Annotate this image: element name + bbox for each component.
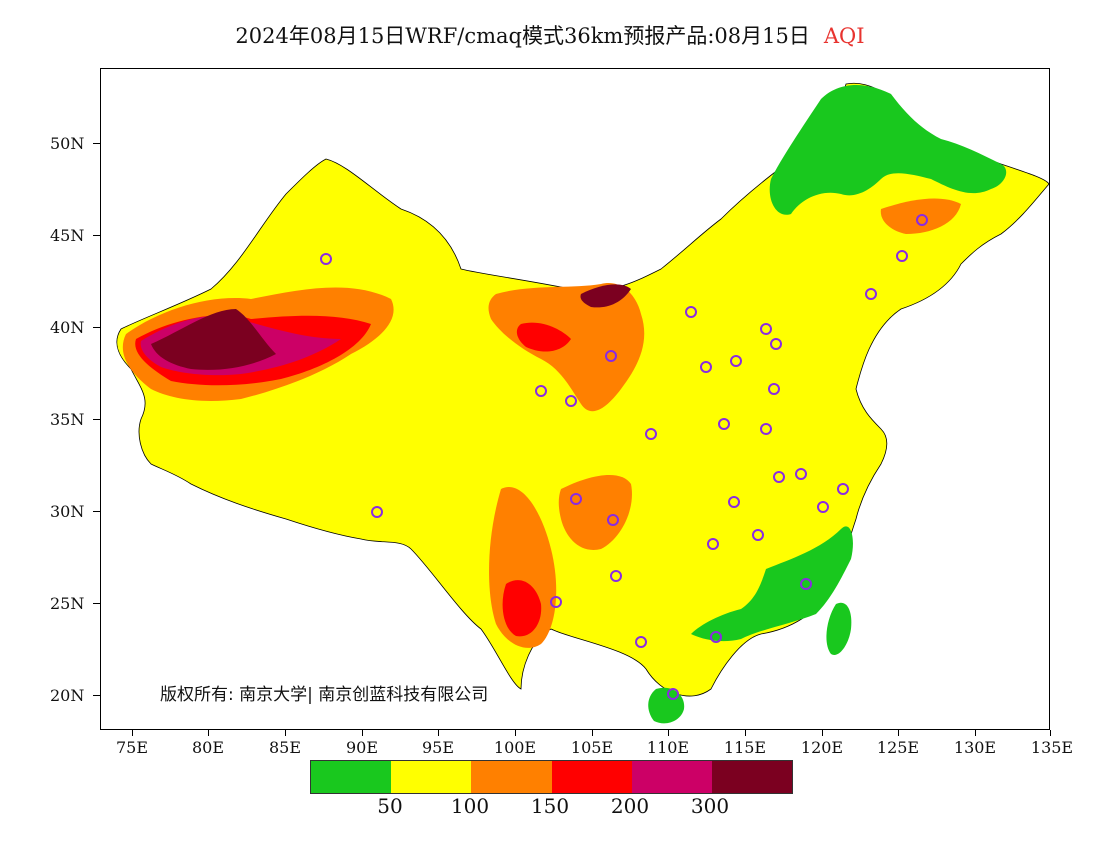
lat-label-35n: 35N bbox=[50, 410, 85, 429]
title-variable: AQI bbox=[823, 24, 865, 48]
lon-label-75e: 75E bbox=[115, 738, 149, 757]
lon-label-100e: 100E bbox=[493, 738, 537, 757]
lat-tick bbox=[93, 235, 100, 236]
lon-label-95e: 95E bbox=[421, 738, 455, 757]
green-se bbox=[691, 526, 853, 642]
lat-label-25n: 25N bbox=[50, 594, 85, 613]
lon-tick bbox=[745, 730, 746, 736]
lat-label-45n: 45N bbox=[50, 226, 85, 245]
lon-label-90e: 90E bbox=[345, 738, 379, 757]
legend-swatch bbox=[631, 761, 712, 793]
lon-label-110e: 110E bbox=[646, 738, 690, 757]
lon-label-80e: 80E bbox=[191, 738, 225, 757]
copyright-text: 版权所有: 南京大学| 南京创蓝科技有限公司 bbox=[160, 685, 489, 705]
legend-swatch bbox=[711, 761, 793, 793]
lon-tick bbox=[822, 730, 823, 736]
lon-label-120e: 120E bbox=[800, 738, 844, 757]
lon-tick bbox=[362, 730, 363, 736]
lon-label-125e: 125E bbox=[876, 738, 920, 757]
lon-tick bbox=[515, 730, 516, 736]
lat-label-40n: 40N bbox=[50, 318, 85, 337]
lon-tick bbox=[975, 730, 976, 736]
color-legend bbox=[310, 760, 793, 794]
lon-label-85e: 85E bbox=[268, 738, 302, 757]
legend-label-50: 50 bbox=[377, 794, 403, 818]
title-text: 2024年08月15日WRF/cmaq模式36km预报产品:08月15日 bbox=[235, 24, 810, 48]
lat-label-50n: 50N bbox=[50, 134, 85, 153]
green-taiwan bbox=[826, 602, 852, 655]
maroon-north-peak bbox=[580, 284, 631, 308]
lon-tick bbox=[438, 730, 439, 736]
lon-tick bbox=[592, 730, 593, 736]
lon-label-105e: 105E bbox=[570, 738, 614, 757]
lat-tick bbox=[93, 419, 100, 420]
lat-label-20n: 20N bbox=[50, 686, 85, 705]
legend-swatch bbox=[471, 761, 552, 793]
lon-tick bbox=[208, 730, 209, 736]
lon-tick bbox=[898, 730, 899, 736]
map-frame bbox=[100, 68, 1050, 730]
lon-tick bbox=[668, 730, 669, 736]
legend-label-300: 300 bbox=[690, 794, 730, 818]
lon-tick bbox=[1050, 730, 1051, 736]
map-title: 2024年08月15日WRF/cmaq模式36km预报产品:08月15日 AQI bbox=[0, 20, 1100, 50]
red-north-central bbox=[516, 322, 571, 352]
green-hainan bbox=[648, 687, 685, 724]
lat-label-30n: 30N bbox=[50, 502, 85, 521]
lon-label-135e: 135E bbox=[1030, 738, 1074, 757]
lon-tick bbox=[132, 730, 133, 736]
city-markers bbox=[320, 214, 928, 700]
legend-label-100: 100 bbox=[450, 794, 490, 818]
orange-northeast bbox=[880, 198, 961, 234]
red-yunnan bbox=[502, 580, 542, 637]
lat-tick bbox=[93, 603, 100, 604]
lat-tick bbox=[93, 511, 100, 512]
legend-swatch bbox=[551, 761, 632, 793]
legend-label-200: 200 bbox=[610, 794, 650, 818]
legend-label-150: 150 bbox=[530, 794, 570, 818]
legend-swatch bbox=[391, 761, 472, 793]
orange-north-central bbox=[488, 283, 645, 412]
green-ne bbox=[769, 84, 1007, 215]
legend-swatch bbox=[311, 761, 392, 793]
lon-tick bbox=[285, 730, 286, 736]
lat-tick bbox=[93, 327, 100, 328]
lon-label-130e: 130E bbox=[953, 738, 997, 757]
lat-tick bbox=[93, 695, 100, 696]
lon-label-115e: 115E bbox=[723, 738, 767, 757]
lat-tick bbox=[93, 143, 100, 144]
maroon-taklimakan bbox=[151, 309, 276, 370]
aqi-map bbox=[116, 82, 1049, 724]
